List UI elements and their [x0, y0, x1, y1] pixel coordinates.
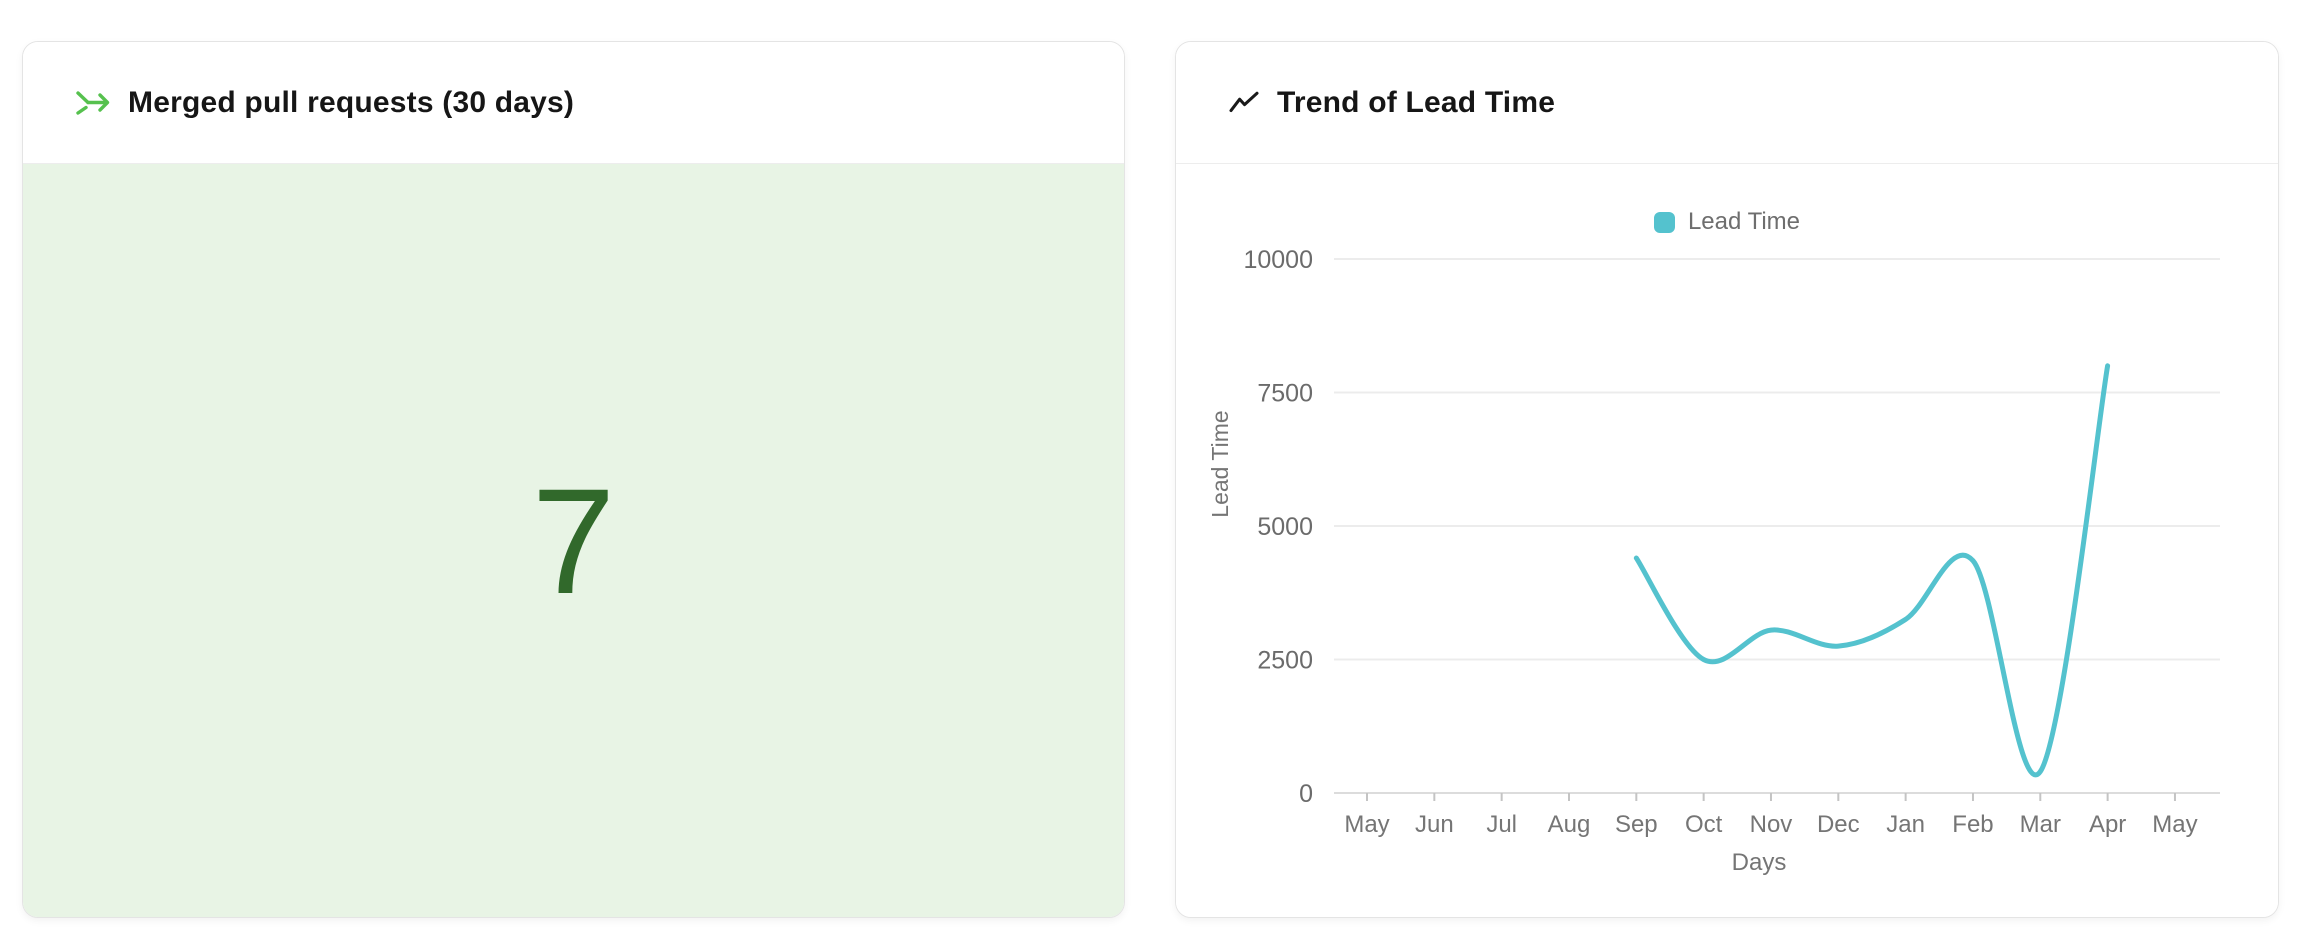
- lead-time-card: Trend of Lead Time Lead Time 0 2500 5000 75…: [1175, 41, 2279, 918]
- svg-text:Jan: Jan: [1886, 811, 1925, 838]
- svg-text:Nov: Nov: [1750, 811, 1793, 838]
- merged-prs-card: Merged pull requests (30 days) 7: [22, 41, 1125, 918]
- merged-prs-count: 7: [531, 456, 616, 625]
- legend-label: Lead Time: [1687, 208, 1801, 235]
- svg-text:Aug: Aug: [1548, 811, 1591, 838]
- legend-color-swatch: [1653, 211, 1675, 233]
- chart-legend[interactable]: Lead Time: [1176, 208, 2278, 236]
- trend-up-icon: [1228, 90, 1260, 116]
- lead-time-line-chart[interactable]: 0 2500 5000 7500 10000 May Jun Jul Aug Sep Oct Nov D…: [1176, 164, 2279, 917]
- merged-prs-card-header: Merged pull requests (30 days): [23, 42, 1124, 164]
- merged-prs-value-panel: 7: [23, 164, 1124, 917]
- lead-time-title: Trend of Lead Time: [1277, 85, 1556, 119]
- merged-prs-title: Merged pull requests (30 days): [128, 85, 575, 119]
- svg-text:0: 0: [1299, 780, 1313, 808]
- svg-text:May: May: [1344, 811, 1389, 838]
- svg-text:5000: 5000: [1257, 513, 1313, 541]
- svg-text:Days: Days: [1732, 849, 1787, 876]
- svg-text:Oct: Oct: [1685, 811, 1723, 838]
- merge-icon: [75, 88, 111, 118]
- svg-text:Jul: Jul: [1486, 811, 1517, 838]
- svg-text:Feb: Feb: [1952, 811, 1993, 838]
- svg-text:Dec: Dec: [1817, 811, 1860, 838]
- svg-text:7500: 7500: [1257, 380, 1313, 408]
- svg-text:May: May: [2152, 811, 2197, 838]
- svg-text:Mar: Mar: [2020, 811, 2061, 838]
- svg-text:Sep: Sep: [1615, 811, 1658, 838]
- svg-text:Lead Time: Lead Time: [1207, 410, 1233, 517]
- svg-text:Apr: Apr: [2089, 811, 2126, 838]
- svg-text:2500: 2500: [1257, 647, 1313, 675]
- svg-text:Jun: Jun: [1415, 811, 1454, 838]
- lead-time-chart-area: Lead Time 0 2500 5000 7500 10000 May Jun Jul Aug…: [1176, 164, 2278, 917]
- lead-time-card-header: Trend of Lead Time: [1176, 42, 2278, 164]
- svg-text:10000: 10000: [1243, 246, 1313, 274]
